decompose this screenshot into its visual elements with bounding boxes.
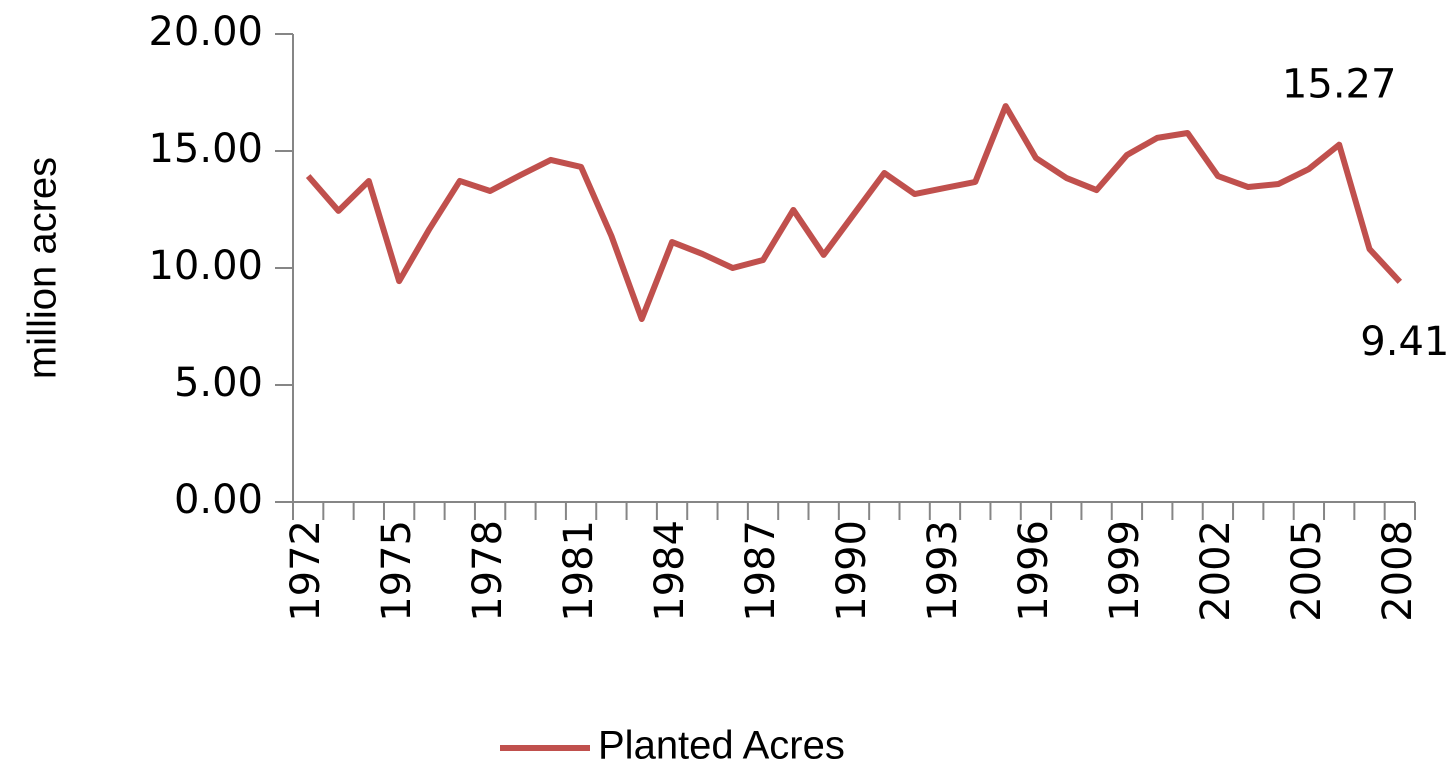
y-axis-label: million acres (21, 157, 65, 379)
x-tick-label: 1993 (920, 520, 966, 622)
series-line (305, 103, 1403, 323)
y-tick-label: 10.00 (148, 243, 263, 289)
x-tick-label: 2005 (1284, 520, 1330, 622)
x-tick-label: 1978 (465, 520, 511, 622)
x-tick-label: 1990 (829, 520, 875, 622)
x-tick-label: 1984 (647, 520, 693, 622)
x-tick-label: 1972 (283, 520, 329, 622)
y-tick-label: 15.00 (148, 126, 263, 172)
data-label: 9.41 (1360, 319, 1449, 365)
x-tick-label: 2002 (1193, 520, 1239, 622)
data-label: 15.27 (1282, 62, 1397, 108)
x-tick-label: 1975 (374, 520, 420, 622)
x-tick-label: 1987 (738, 520, 784, 622)
x-tick-label: 1996 (1011, 520, 1057, 622)
y-tick-label: 0.00 (174, 477, 263, 523)
legend-label: Planted Acres (598, 724, 845, 768)
y-tick-label: 20.00 (148, 9, 263, 55)
x-tick-label: 1981 (556, 520, 602, 622)
x-tick-label: 1999 (1102, 520, 1148, 622)
y-tick-label: 5.00 (174, 360, 263, 406)
x-tick-label: 2008 (1375, 520, 1421, 622)
